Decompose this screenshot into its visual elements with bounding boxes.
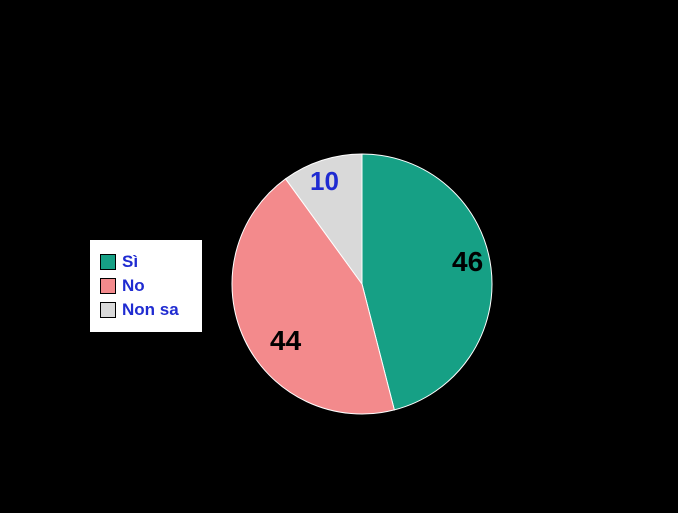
- legend-label: Sì: [122, 252, 138, 272]
- legend-swatch: [100, 302, 116, 318]
- pie-value-label: 44: [270, 325, 301, 357]
- legend-label: No: [122, 276, 145, 296]
- pie-value-label: 46: [452, 246, 483, 278]
- legend-item: Non sa: [100, 298, 179, 322]
- legend: Sì No Non sa: [89, 239, 203, 333]
- legend-item: No: [100, 274, 145, 298]
- legend-item: Sì: [100, 250, 138, 274]
- legend-label: Non sa: [122, 300, 179, 320]
- legend-swatch: [100, 278, 116, 294]
- legend-swatch: [100, 254, 116, 270]
- chart-stage: Sì No Non sa 46 44 10: [0, 0, 678, 513]
- pie-value-label: 10: [310, 166, 339, 197]
